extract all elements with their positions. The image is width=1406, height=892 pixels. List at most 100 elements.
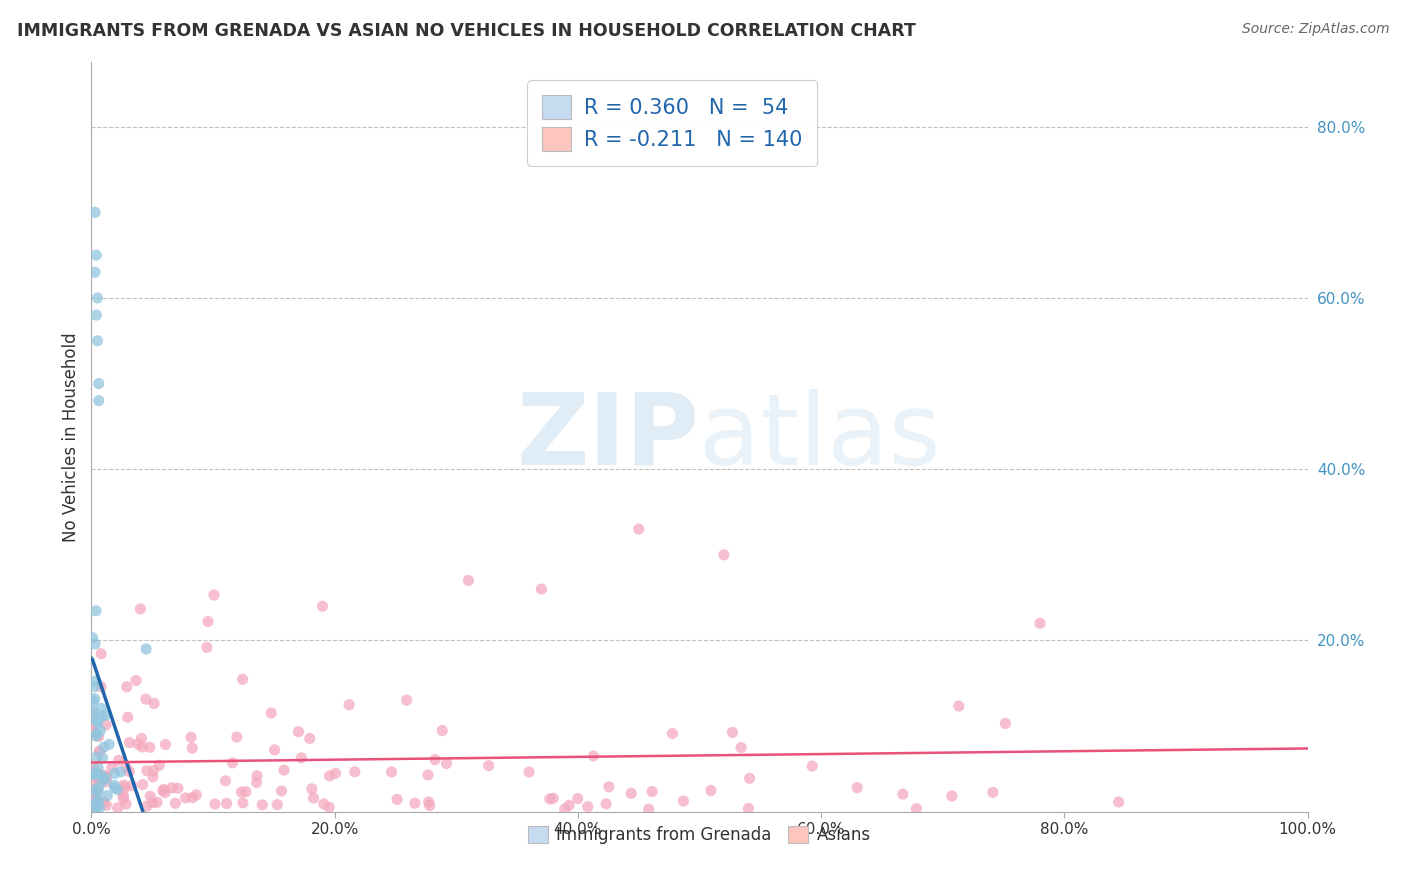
Point	[89, 745, 111, 759]
Point	[83, 762, 105, 776]
Point	[82, 721, 104, 735]
Point	[84, 604, 107, 618]
Point	[93, 768, 115, 782]
Point	[98, 737, 121, 751]
Point	[135, 799, 157, 814]
Point	[202, 588, 225, 602]
Point	[86, 749, 108, 764]
Point	[93, 795, 115, 809]
Point	[83, 691, 105, 706]
Point	[89, 744, 111, 758]
Point	[737, 801, 759, 815]
Point	[143, 697, 166, 711]
Point	[87, 393, 110, 408]
Point	[127, 737, 149, 751]
Point	[232, 796, 254, 810]
Point	[641, 784, 664, 798]
Point	[153, 785, 176, 799]
Point	[101, 760, 124, 774]
Point	[672, 794, 695, 808]
Point	[83, 800, 105, 814]
Point	[86, 785, 108, 799]
Point	[637, 802, 659, 816]
Point	[160, 780, 183, 795]
Point	[91, 751, 114, 765]
Point	[94, 718, 117, 732]
Point	[83, 780, 105, 794]
Point	[93, 740, 115, 755]
Point	[84, 729, 107, 743]
Point	[195, 640, 218, 655]
Point	[86, 714, 108, 729]
Point	[846, 780, 869, 795]
Point	[152, 784, 174, 798]
Point	[530, 582, 553, 596]
Point	[270, 784, 292, 798]
Point	[90, 680, 112, 694]
Point	[84, 789, 107, 803]
Point	[90, 701, 112, 715]
Point	[598, 780, 620, 794]
Point	[82, 797, 104, 812]
Point	[595, 797, 617, 811]
Point	[87, 376, 110, 391]
Point	[380, 764, 402, 779]
Point	[994, 716, 1017, 731]
Text: IMMIGRANTS FROM GRENADA VS ASIAN NO VEHICLES IN HOUSEHOLD CORRELATION CHART: IMMIGRANTS FROM GRENADA VS ASIAN NO VEHI…	[17, 22, 915, 40]
Point	[118, 736, 141, 750]
Point	[91, 769, 114, 783]
Point	[721, 725, 744, 739]
Point	[110, 764, 132, 779]
Point	[83, 680, 105, 694]
Point	[298, 731, 321, 746]
Point	[104, 766, 127, 780]
Point	[94, 708, 117, 723]
Point	[82, 783, 104, 797]
Point	[266, 797, 288, 812]
Point	[86, 726, 108, 740]
Point	[86, 291, 108, 305]
Point	[181, 741, 204, 756]
Point	[82, 724, 104, 739]
Point	[135, 692, 157, 706]
Point	[302, 791, 325, 805]
Point	[290, 751, 312, 765]
Text: ZIP: ZIP	[516, 389, 699, 485]
Point	[139, 740, 162, 755]
Point	[1029, 616, 1052, 631]
Point	[87, 794, 110, 808]
Point	[82, 631, 104, 645]
Y-axis label: No Vehicles in Household: No Vehicles in Household	[62, 332, 80, 542]
Point	[554, 802, 576, 816]
Point	[517, 764, 540, 779]
Point	[82, 799, 104, 814]
Point	[89, 723, 111, 738]
Point	[82, 798, 104, 813]
Point	[197, 615, 219, 629]
Point	[86, 715, 108, 730]
Point	[93, 771, 115, 785]
Point	[713, 548, 735, 562]
Point	[107, 801, 129, 815]
Point	[82, 706, 104, 720]
Point	[337, 698, 360, 712]
Point	[981, 785, 1004, 799]
Point	[90, 709, 112, 723]
Point	[558, 798, 581, 813]
Point	[117, 710, 139, 724]
Point	[84, 673, 107, 688]
Point	[457, 574, 479, 588]
Point	[325, 766, 347, 780]
Point	[96, 774, 118, 789]
Point	[312, 797, 335, 811]
Point	[204, 797, 226, 811]
Point	[112, 789, 135, 803]
Point	[89, 780, 111, 794]
Point	[89, 772, 111, 786]
Point	[86, 800, 108, 814]
Point	[180, 731, 202, 745]
Point	[700, 783, 723, 797]
Point	[801, 759, 824, 773]
Point	[82, 704, 104, 718]
Point	[84, 768, 107, 782]
